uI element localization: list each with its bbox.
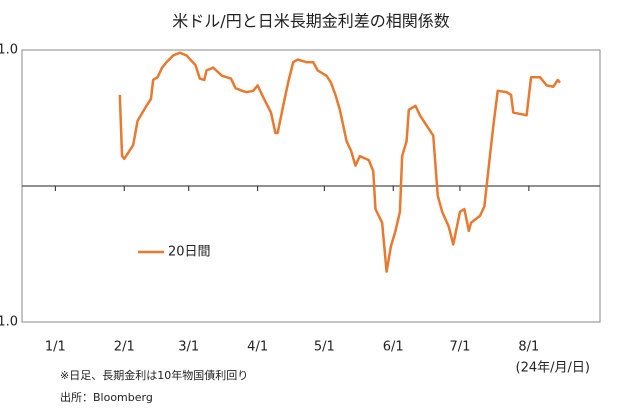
legend-label: 20日間 [168, 245, 211, 260]
chart-title: 米ドル/円と日米長期金利差の相関係数 [172, 12, 449, 31]
y-tick-label: 1.0 [0, 43, 18, 58]
series-line [118, 51, 561, 273]
note: ※日足、長期金利は10年物国債利回り [60, 368, 248, 382]
x-tick-label: 6/1 [383, 340, 404, 355]
x-tick-label: 1/1 [45, 340, 66, 355]
x-tick-label: 2/1 [114, 340, 135, 355]
x-tick-label: 8/1 [518, 340, 539, 355]
y-tick-label: -1.0 [0, 315, 18, 330]
x-tick-label: 5/1 [314, 340, 335, 355]
x-tick-label: 3/1 [178, 340, 199, 355]
x-axis-unit: (24年/月/日) [516, 361, 590, 376]
x-tick-label: 7/1 [449, 340, 470, 355]
x-tick-label: 4/1 [247, 340, 268, 355]
source: 出所：Bloomberg [60, 390, 153, 404]
